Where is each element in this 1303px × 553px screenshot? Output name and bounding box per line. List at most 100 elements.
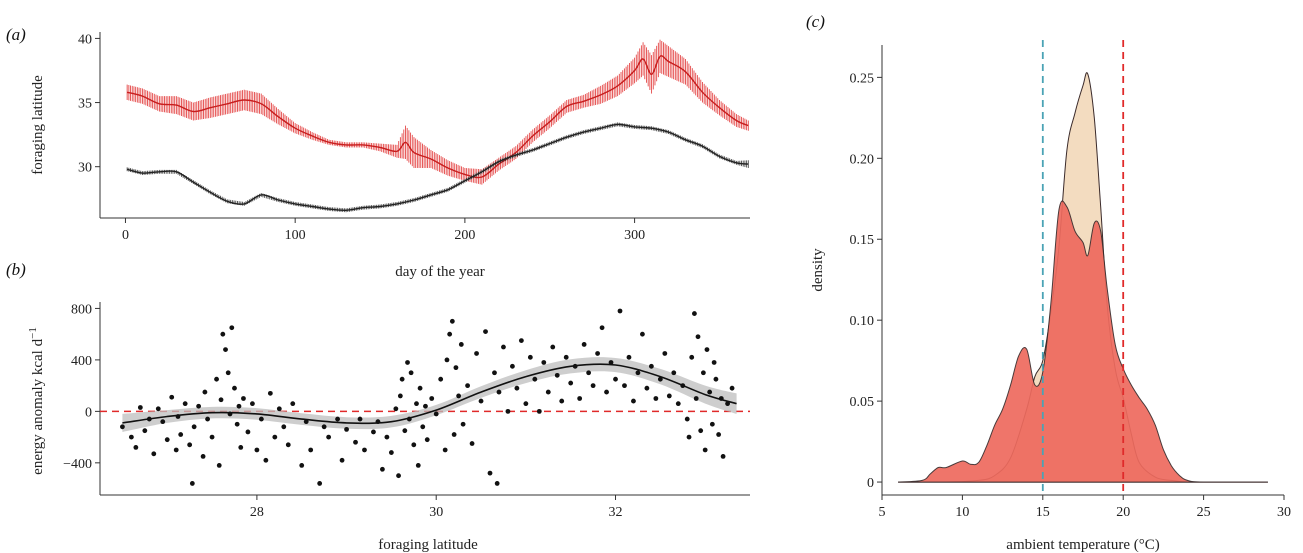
panel-b-point — [196, 403, 202, 409]
panel-b-point — [536, 408, 542, 414]
panel-b-point — [595, 351, 600, 356]
panel-b-point — [205, 416, 210, 422]
panel-b-point — [424, 437, 430, 443]
panel-b-point — [380, 466, 385, 472]
panel-b-point — [133, 444, 139, 450]
panel-b-point — [317, 481, 323, 486]
panel-b-point — [405, 360, 410, 365]
panel-b-point — [631, 398, 636, 404]
panel-b-point — [713, 376, 719, 382]
panel-b-point — [281, 424, 287, 430]
panel-b-point — [700, 370, 706, 376]
panel-b-point — [640, 331, 645, 337]
panel-a-x-tick-label: 100 — [285, 228, 306, 243]
panel-b-x-tick-label: 30 — [429, 505, 443, 520]
panel-c: (c) ambient temperature (°C) density 5 10… — [806, 12, 1291, 553]
panel-b-point — [644, 385, 650, 391]
panel-b-point — [335, 416, 340, 422]
panel-b-point — [191, 424, 197, 430]
panel-c-x-tick-label: 10 — [955, 505, 969, 520]
panel-b-point — [423, 403, 428, 409]
panel-b-point — [388, 450, 394, 455]
panel-b-y-tick-label: −400 — [63, 457, 92, 472]
panel-b-point — [577, 396, 583, 401]
panel-b-point — [648, 363, 654, 369]
panel-b-point — [590, 383, 596, 389]
panel-b-point — [173, 447, 179, 453]
panel-c-x-tick-label: 5 — [879, 505, 886, 520]
panel-b-point — [693, 396, 699, 401]
panel-c-y-axis-title: density — [810, 248, 826, 292]
panel-b-point — [353, 439, 358, 445]
panel-b-point — [545, 389, 551, 395]
panel-b-point — [408, 370, 414, 376]
panel-b-point — [456, 393, 462, 399]
panel-c-density-red — [898, 200, 1268, 483]
panel-b-x-axis-title: foraging latitude — [378, 537, 478, 553]
panel-b-y-axis-title-text: energy anomaly kcal d — [30, 338, 46, 474]
panel-b-point — [686, 434, 692, 440]
panel-b-point — [581, 342, 587, 347]
panel-b-point — [709, 421, 715, 427]
panel-b-point — [420, 424, 426, 430]
panel-b-point — [229, 325, 235, 331]
panel-b-point — [258, 416, 264, 422]
panel-c-x-axis-title: ambient temperature (°C) — [1006, 537, 1159, 553]
panel-c-y-tick-label: 0 — [867, 476, 874, 491]
panel-b-point — [429, 396, 435, 401]
panel-b-point — [344, 426, 349, 432]
panel-b-point — [178, 432, 184, 437]
panel-b-point — [492, 370, 497, 376]
panel-b-point — [384, 434, 390, 440]
panel-b-content — [100, 308, 750, 486]
panel-b-point — [438, 376, 444, 382]
panel-b-points — [120, 308, 735, 486]
panel-b-point — [487, 470, 493, 476]
panel-b-point — [417, 385, 423, 391]
panel-b-point — [451, 432, 457, 437]
panel-b-point — [568, 380, 574, 386]
panel-b-point — [254, 447, 260, 453]
panel-c-content — [898, 40, 1268, 495]
panel-b-point — [415, 463, 421, 468]
panel-b-point — [460, 421, 466, 427]
panel-b-point — [626, 354, 632, 360]
panel-b-y-axis-title-sup: −1 — [27, 327, 39, 339]
panel-a-y-tick-label: 30 — [78, 161, 92, 176]
panel-a-x-axis-title: day of the year — [395, 264, 485, 280]
panel-a-series-black — [126, 122, 749, 213]
panel-b-point — [399, 376, 405, 382]
panel-b-point — [321, 424, 327, 430]
panel-b-point — [393, 406, 399, 412]
panel-b-point — [695, 334, 701, 340]
panel-c-x-tick-label: 20 — [1116, 505, 1130, 520]
panel-b-point — [707, 389, 713, 395]
panel-b-point — [494, 481, 500, 486]
panel-b-point — [559, 398, 565, 404]
panel-a-x-tick-label: 300 — [624, 228, 645, 243]
panel-a-label: (a) — [6, 25, 26, 44]
panel-a: (a) day of the year foraging latitude 0 1… — [6, 25, 750, 280]
panel-a-series — [126, 39, 749, 213]
panel-a-axes: 0 100 200 300 30 35 40 — [78, 32, 750, 243]
panel-b-point — [155, 406, 161, 412]
panel-b-x-tick-label: 28 — [250, 505, 264, 520]
panel-c-x-tick-label: 25 — [1197, 505, 1211, 520]
panel-b-point — [218, 397, 224, 403]
panel-b-point — [689, 354, 695, 360]
panel-b-point — [505, 408, 511, 414]
panel-b-point — [608, 360, 614, 365]
panel-b-point — [263, 457, 269, 463]
panel-b-point — [234, 421, 240, 427]
panel-b-point — [442, 447, 448, 453]
panel-b-point — [142, 428, 148, 434]
panel-b-y-tick-label: 0 — [85, 405, 92, 420]
panel-a-series-red — [126, 39, 749, 185]
panel-b-point — [187, 442, 193, 448]
panel-b-point — [617, 308, 623, 314]
panel-b-point — [704, 347, 710, 353]
panel-b: (b) foraging latitude energy anomaly kca… — [6, 260, 750, 553]
panel-c-y-tick-label: 0.20 — [850, 152, 875, 167]
panel-b-point — [586, 370, 592, 376]
panel-b-point — [362, 447, 367, 453]
